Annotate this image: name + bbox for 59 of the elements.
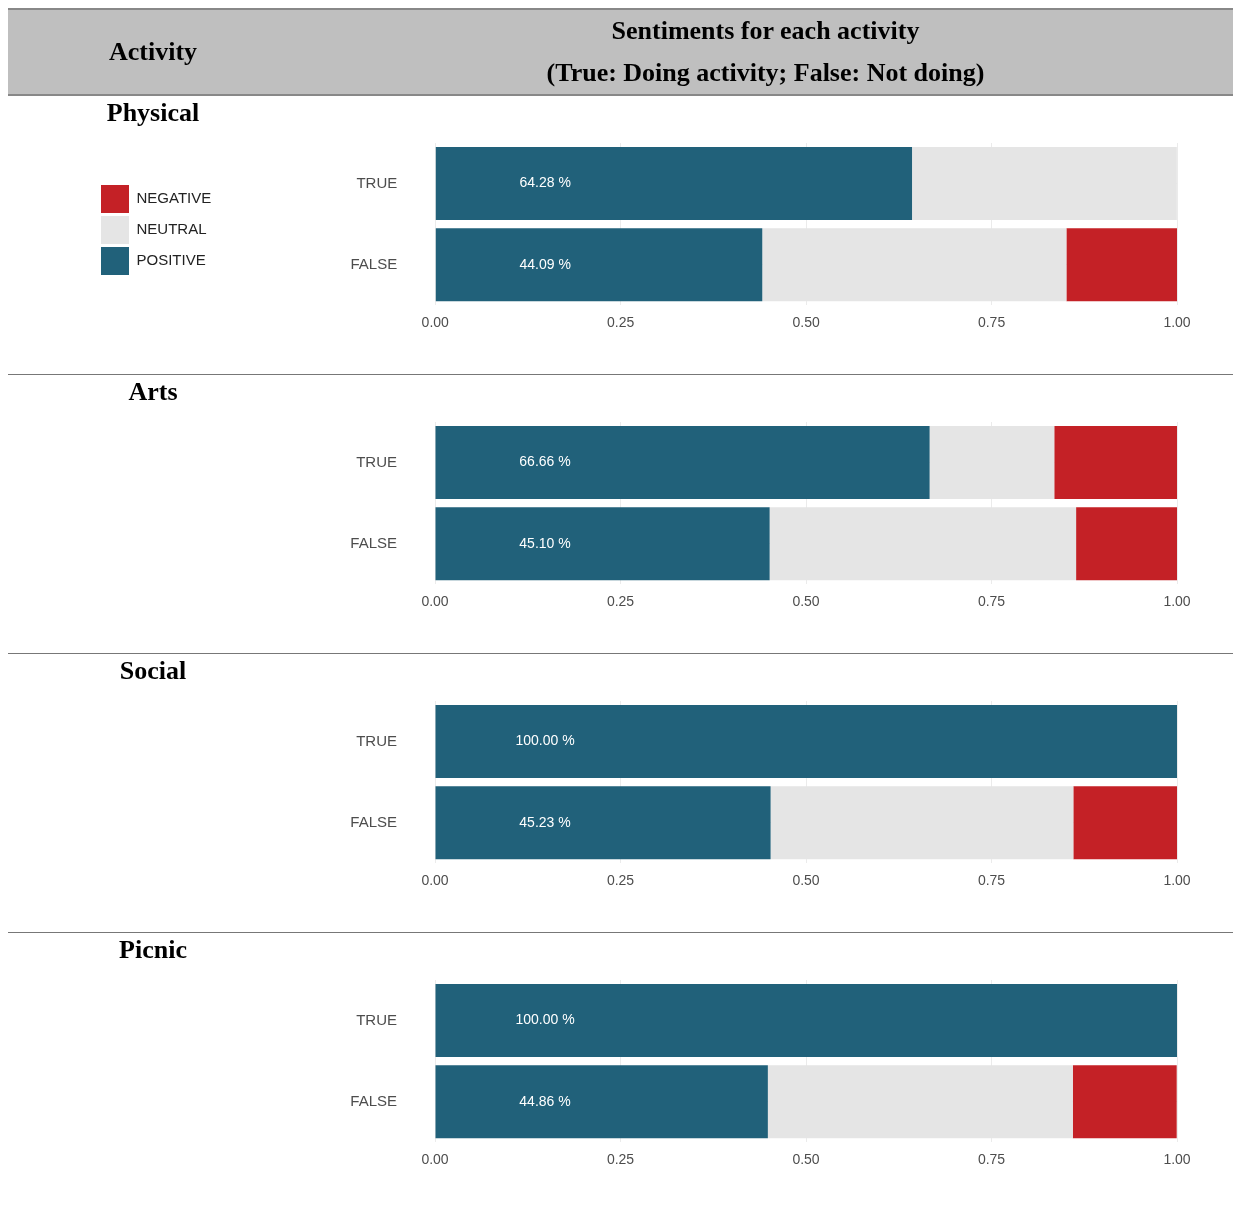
data-label: 44.86 % [519, 1092, 571, 1109]
x-tick-label: 0.00 [421, 872, 449, 889]
bar [435, 1065, 768, 1139]
x-tick-label: 0.25 [606, 593, 635, 610]
y-tick-label: TRUE [356, 1010, 397, 1028]
data-label: 100.00 % [515, 1011, 575, 1028]
y-axis-title: Picnic [118, 935, 188, 965]
x-tick-label: 0.25 [606, 1151, 635, 1168]
text: Sentiments for each activity [610, 15, 921, 47]
y-axis-title: Physical [105, 98, 201, 128]
x-tick-label: 0.50 [792, 872, 820, 889]
text: Activity [107, 36, 199, 68]
bar [435, 705, 1177, 779]
legend-label: NEGATIVE [136, 189, 212, 207]
x-tick-label: 1.00 [1163, 1151, 1191, 1168]
y-tick-label: FALSE [350, 254, 398, 272]
data-label: 66.66 % [519, 453, 571, 470]
x-tick-label: 1.00 [1163, 314, 1191, 331]
y-tick-label: FALSE [350, 812, 397, 830]
data-label: 64.28 % [519, 174, 571, 191]
y-tick-label: TRUE [356, 173, 398, 191]
y-tick-label: TRUE [356, 731, 397, 749]
x-tick-label: 1.00 [1163, 872, 1191, 889]
y-tick-label: TRUE [356, 452, 397, 470]
legend-label: POSITIVE [136, 251, 206, 269]
bar [435, 507, 770, 581]
x-tick-label: 0.00 [421, 1151, 449, 1168]
data-label: 100.00 % [515, 732, 575, 749]
y-tick-label: FALSE [350, 533, 397, 551]
bar [435, 228, 763, 302]
bar [435, 426, 930, 500]
bar [1073, 786, 1177, 860]
x-tick-label: 0.50 [792, 593, 820, 610]
data-label: 44.09 % [519, 255, 571, 272]
bar [435, 984, 1177, 1058]
x-tick-label: 0.75 [977, 314, 1006, 331]
x-tick-label: 0.00 [421, 593, 449, 610]
x-tick-label: 0.00 [421, 314, 450, 331]
x-tick-label: 0.25 [606, 872, 635, 889]
y-tick-label: FALSE [350, 1091, 397, 1109]
legend-label: NEUTRAL [136, 220, 207, 238]
bar [1072, 1065, 1177, 1139]
bar [1054, 426, 1177, 500]
x-tick-label: 0.75 [977, 593, 1006, 610]
y-axis-title: Social [118, 656, 188, 686]
x-tick-label: 0.75 [977, 872, 1006, 889]
bar [435, 147, 913, 221]
x-tick-label: 0.25 [607, 314, 635, 331]
bar [1066, 228, 1177, 302]
x-tick-label: 0.50 [792, 314, 820, 331]
text: (True: Doing activity; False: Not doing) [545, 57, 986, 89]
data-label: 45.10 % [519, 534, 571, 551]
y-axis-title: Arts [127, 377, 179, 407]
data-label: 45.23 % [519, 813, 571, 830]
bar [1076, 507, 1177, 581]
bar [435, 786, 771, 860]
x-tick-label: 0.75 [977, 1151, 1006, 1168]
x-tick-label: 0.50 [792, 1151, 820, 1168]
x-tick-label: 1.00 [1163, 593, 1191, 610]
